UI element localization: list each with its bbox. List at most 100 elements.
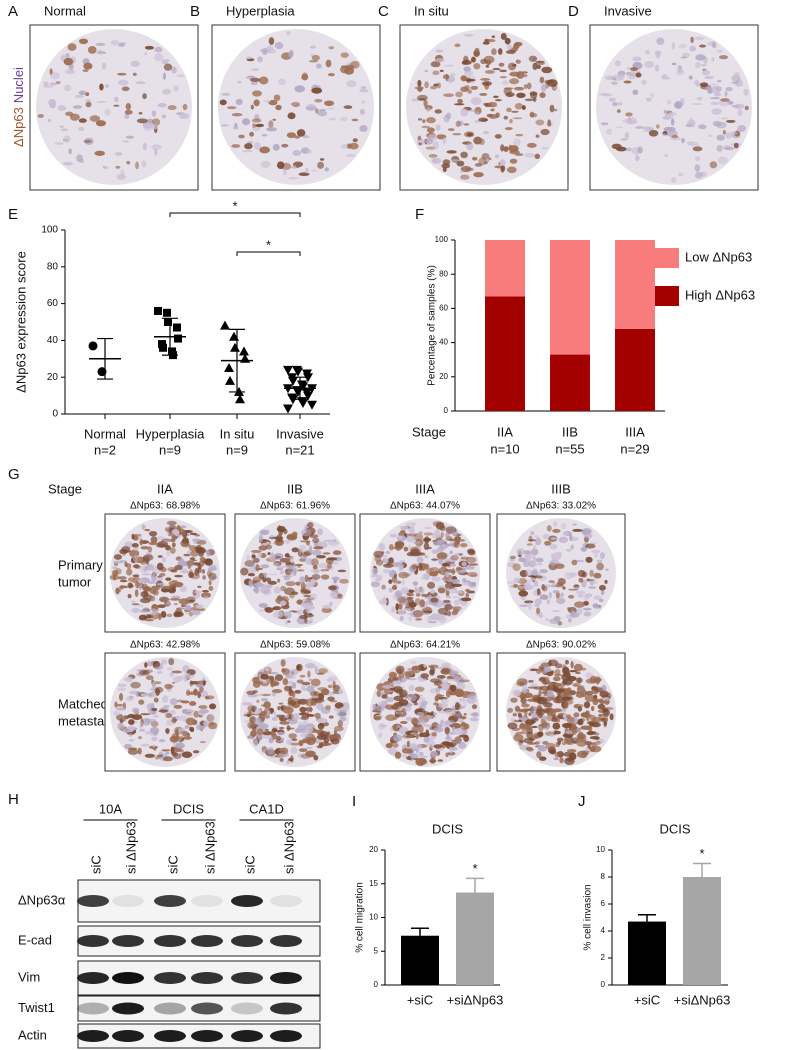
tissue-feature — [322, 604, 332, 609]
tissue-feature — [170, 709, 176, 713]
tissue-feature — [157, 102, 167, 108]
tissue-feature — [491, 35, 496, 38]
tissue-feature — [315, 63, 322, 69]
tissue-feature — [309, 534, 319, 539]
row-label: Vim — [18, 969, 40, 984]
row-label: E-cad — [18, 932, 52, 947]
tissue-feature — [267, 552, 271, 556]
tissue-feature — [181, 731, 189, 735]
tissue-feature — [512, 563, 521, 571]
data-point — [298, 398, 308, 408]
tissue-feature — [586, 731, 595, 736]
tissue-feature — [539, 76, 545, 84]
tissue-feature — [173, 612, 178, 618]
tissue-feature — [578, 577, 584, 583]
tissue-feature — [484, 69, 495, 74]
tissue-feature — [264, 667, 270, 672]
tissue-feature — [306, 713, 315, 717]
tissue-feature — [430, 597, 439, 603]
tissue-feature — [198, 708, 209, 714]
tissue-feature — [698, 124, 707, 130]
tissue-feature — [466, 693, 477, 699]
tissue-feature — [406, 552, 415, 557]
tissue-feature — [717, 156, 728, 165]
tissue-feature — [202, 575, 206, 580]
tissue-feature — [680, 56, 688, 59]
tissue-feature — [370, 581, 381, 588]
tissue-feature — [194, 534, 200, 537]
tissue-feature — [535, 134, 540, 138]
tissue-feature — [418, 721, 427, 726]
tissue-feature — [402, 753, 408, 759]
tissue-feature — [452, 676, 464, 681]
tissue-feature — [113, 710, 121, 716]
tissue-feature — [122, 553, 127, 556]
y-axis-label: ΔNp63 expression score — [13, 251, 28, 393]
tissue-feature — [527, 560, 537, 568]
tissue-feature — [443, 93, 454, 98]
tissue-feature — [196, 680, 203, 685]
tissue-feature — [445, 587, 450, 591]
tissue-feature — [580, 713, 592, 718]
tissue-feature — [262, 583, 271, 589]
tissue-feature — [536, 696, 548, 705]
tissue-feature — [60, 128, 68, 132]
tissue-feature — [450, 563, 456, 567]
tissue-feature — [119, 719, 124, 724]
tissue-feature — [151, 144, 162, 150]
tissue-feature — [438, 558, 444, 565]
tissue-feature — [145, 718, 157, 724]
tissue-feature — [452, 133, 462, 136]
tissue-feature — [409, 742, 418, 750]
tissue-feature — [589, 569, 594, 577]
tissue-feature — [257, 551, 262, 558]
blot-band — [231, 935, 263, 947]
tissue-feature — [299, 706, 307, 713]
tissue-feature — [690, 36, 694, 44]
tissue-feature — [277, 715, 282, 719]
tissue-feature — [460, 542, 468, 548]
n-label: n=9 — [226, 442, 248, 457]
tissue-feature — [440, 698, 449, 704]
tissue-feature — [419, 599, 425, 608]
tissue-feature — [333, 729, 337, 736]
tissue-feature — [535, 119, 545, 126]
tissue-feature — [157, 555, 163, 558]
tissue-feature — [655, 53, 661, 59]
tissue-feature — [529, 113, 538, 118]
tissue-feature — [346, 80, 357, 88]
tissue-feature — [300, 589, 311, 595]
row-label: Actin — [18, 1027, 47, 1042]
bar-segment — [615, 328, 655, 411]
tissue-feature — [707, 86, 713, 94]
tissue-feature — [460, 174, 470, 180]
tissue-feature — [63, 84, 72, 92]
tissue-feature — [140, 546, 150, 550]
tissue-feature — [509, 558, 515, 562]
tissue-feature — [628, 75, 636, 80]
tissue-feature — [99, 83, 104, 91]
tissue-feature — [455, 120, 461, 128]
data-point — [164, 318, 172, 326]
tissue-feature — [556, 737, 564, 742]
tissue-feature — [460, 556, 470, 560]
tissue-feature — [518, 585, 524, 590]
x-tick-label: +siC — [634, 992, 660, 1007]
tissue-feature — [687, 119, 696, 126]
tissue-feature — [179, 557, 184, 564]
score-label: ΔNp63: 42.98% — [130, 640, 200, 651]
tissue-feature — [549, 734, 554, 738]
tissue-feature — [241, 118, 251, 126]
tissue-feature — [130, 60, 141, 67]
tissue-feature — [593, 572, 602, 579]
tissue-feature — [174, 574, 183, 578]
tissue-feature — [300, 733, 309, 738]
tissue-feature — [114, 568, 122, 575]
tissue-feature — [148, 608, 158, 616]
tissue-feature — [320, 574, 330, 580]
tissue-feature — [445, 709, 456, 717]
tissue-feature — [283, 168, 287, 176]
tissue-feature — [518, 708, 529, 713]
panel-title: Normal — [44, 3, 86, 18]
tissue-feature — [533, 544, 537, 550]
